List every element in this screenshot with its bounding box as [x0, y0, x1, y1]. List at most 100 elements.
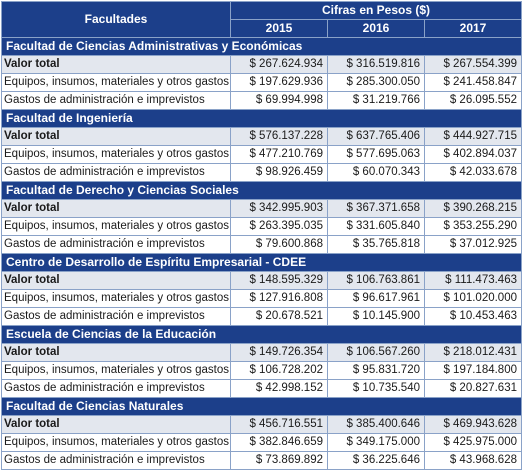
header-year-2015: 2015: [230, 19, 328, 38]
section-title: Facultad de Ingeniería: [1, 109, 522, 128]
value-cell-2017: $ 267.554.399: [424, 55, 522, 74]
value-cell-2017: $ 101.020.000: [424, 289, 522, 308]
row-label: Valor total: [1, 271, 231, 290]
value-cell-2017: $ 20.827.631: [424, 379, 522, 398]
value-cell-2016: $ 35.765.818: [327, 235, 425, 254]
value-cell-2015: $ 127.916.808: [230, 289, 328, 308]
section-header-row: Facultad de Ciencias Naturales: [1, 397, 522, 416]
value-cell-2016: $ 367.371.658: [327, 199, 425, 218]
valor-total-row: Valor total $ 148.595.329 $ 106.763.861 $ 1…: [1, 271, 522, 290]
gastos-row: Gastos de administración e imprevistos $ …: [1, 451, 522, 470]
header-year-2017: 2017: [424, 19, 522, 38]
value-cell-2016: $ 10.145.900: [327, 307, 425, 326]
value-cell-2016: $ 331.605.840: [327, 217, 425, 236]
value-cell-2015: $ 79.600.868: [230, 235, 328, 254]
value-cell-2017: $ 353.255.290: [424, 217, 522, 236]
valor-total-row: Valor total $ 267.624.934 $ 316.519.816 $ 2…: [1, 55, 522, 74]
value-cell-2016: $ 95.831.720: [327, 361, 425, 380]
value-cell-2016: $ 106.763.861: [327, 271, 425, 290]
value-cell-2017: $ 425.975.000: [424, 433, 522, 452]
equipos-row: Equipos, insumos, materiales y otros gas…: [1, 361, 522, 380]
value-cell-2016: $ 106.567.260: [327, 343, 425, 362]
value-cell-2017: $ 37.012.925: [424, 235, 522, 254]
value-cell-2017: $ 390.268.215: [424, 199, 522, 218]
header-year-2016: 2016: [327, 19, 425, 38]
row-label: Gastos de administración e imprevistos: [1, 379, 231, 398]
value-cell-2015: $ 197.629.936: [230, 73, 328, 92]
value-cell-2016: $ 637.765.406: [327, 127, 425, 146]
value-cell-2015: $ 149.726.354: [230, 343, 328, 362]
value-cell-2015: $ 73.869.892: [230, 451, 328, 470]
row-label: Gastos de administración e imprevistos: [1, 163, 231, 182]
gastos-row: Gastos de administración e imprevistos $ …: [1, 235, 522, 254]
value-cell-2015: $ 267.624.934: [230, 55, 328, 74]
value-cell-2015: $ 42.998.152: [230, 379, 328, 398]
row-label: Valor total: [1, 199, 231, 218]
row-label: Valor total: [1, 415, 231, 434]
value-cell-2016: $ 60.070.343: [327, 163, 425, 182]
section-header-row: Facultad de Ciencias Administrativas y E…: [1, 37, 522, 56]
row-label: Equipos, insumos, materiales y otros gas…: [1, 361, 231, 380]
row-label: Gastos de administración e imprevistos: [1, 451, 231, 470]
section-header-row: Facultad de Derecho y Ciencias Sociales: [1, 181, 522, 200]
section-title: Centro de Desarrollo de Espíritu Empresa…: [1, 253, 522, 272]
gastos-row: Gastos de administración e imprevistos $ …: [1, 91, 522, 110]
table-body: Facultad de Ciencias Administrativas y E…: [1, 37, 522, 470]
value-cell-2015: $ 148.595.329: [230, 271, 328, 290]
section-header-row: Centro de Desarrollo de Espíritu Empresa…: [1, 253, 522, 272]
value-cell-2016: $ 316.519.816: [327, 55, 425, 74]
equipos-row: Equipos, insumos, materiales y otros gas…: [1, 289, 522, 308]
row-label: Equipos, insumos, materiales y otros gas…: [1, 433, 231, 452]
header-cifras: Cifras en Pesos ($): [230, 1, 522, 20]
value-cell-2017: $ 26.095.552: [424, 91, 522, 110]
gastos-row: Gastos de administración e imprevistos $ …: [1, 379, 522, 398]
value-cell-2015: $ 20.678.521: [230, 307, 328, 326]
value-cell-2016: $ 10.735.540: [327, 379, 425, 398]
equipos-row: Equipos, insumos, materiales y otros gas…: [1, 433, 522, 452]
value-cell-2017: $ 241.458.847: [424, 73, 522, 92]
value-cell-2015: $ 342.995.903: [230, 199, 328, 218]
row-label: Gastos de administración e imprevistos: [1, 91, 231, 110]
value-cell-2017: $ 42.033.678: [424, 163, 522, 182]
value-cell-2016: $ 285.300.050: [327, 73, 425, 92]
row-label: Valor total: [1, 343, 231, 362]
equipos-row: Equipos, insumos, materiales y otros gas…: [1, 217, 522, 236]
row-label: Equipos, insumos, materiales y otros gas…: [1, 217, 231, 236]
value-cell-2015: $ 477.210.769: [230, 145, 328, 164]
value-cell-2016: $ 385.400.646: [327, 415, 425, 434]
section-title: Facultad de Ciencias Administrativas y E…: [1, 37, 522, 56]
equipos-row: Equipos, insumos, materiales y otros gas…: [1, 145, 522, 164]
value-cell-2017: $ 111.473.463: [424, 271, 522, 290]
value-cell-2017: $ 197.184.800: [424, 361, 522, 380]
value-cell-2016: $ 31.219.766: [327, 91, 425, 110]
value-cell-2015: $ 576.137.228: [230, 127, 328, 146]
section-title: Facultad de Derecho y Ciencias Sociales: [1, 181, 522, 200]
value-cell-2016: $ 96.617.961: [327, 289, 425, 308]
section-title: Facultad de Ciencias Naturales: [1, 397, 522, 416]
value-cell-2017: $ 402.894.037: [424, 145, 522, 164]
value-cell-2015: $ 69.994.998: [230, 91, 328, 110]
value-cell-2015: $ 382.846.659: [230, 433, 328, 452]
value-cell-2017: $ 469.943.628: [424, 415, 522, 434]
value-cell-2016: $ 349.175.000: [327, 433, 425, 452]
header-facultades: Facultades: [1, 1, 231, 38]
row-label: Gastos de administración e imprevistos: [1, 235, 231, 254]
valor-total-row: Valor total $ 149.726.354 $ 106.567.260 $ 2…: [1, 343, 522, 362]
row-label: Equipos, insumos, materiales y otros gas…: [1, 73, 231, 92]
value-cell-2016: $ 577.695.063: [327, 145, 425, 164]
value-cell-2017: $ 10.453.463: [424, 307, 522, 326]
row-label: Equipos, insumos, materiales y otros gas…: [1, 289, 231, 308]
value-cell-2015: $ 98.926.459: [230, 163, 328, 182]
gastos-row: Gastos de administración e imprevistos $ …: [1, 307, 522, 326]
section-header-row: Facultad de Ingeniería: [1, 109, 522, 128]
row-label: Valor total: [1, 55, 231, 74]
row-label: Gastos de administración e imprevistos: [1, 307, 231, 326]
value-cell-2017: $ 444.927.715: [424, 127, 522, 146]
row-label: Equipos, insumos, materiales y otros gas…: [1, 145, 231, 164]
value-cell-2017: $ 218.012.431: [424, 343, 522, 362]
row-label: Valor total: [1, 127, 231, 146]
section-header-row: Escuela de Ciencias de la Educación: [1, 325, 522, 344]
value-cell-2017: $ 43.968.628: [424, 451, 522, 470]
gastos-row: Gastos de administración e imprevistos $ …: [1, 163, 522, 182]
